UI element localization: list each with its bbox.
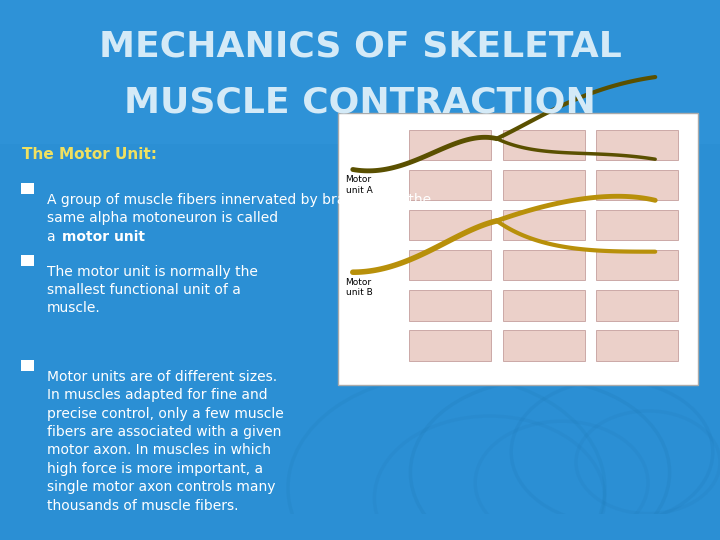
Text: .: .: [115, 230, 120, 244]
FancyBboxPatch shape: [409, 250, 491, 280]
FancyBboxPatch shape: [503, 290, 585, 321]
Text: Motor units are of different sizes.
In muscles adapted for fine and
precise cont: Motor units are of different sizes. In m…: [47, 370, 284, 512]
FancyBboxPatch shape: [409, 170, 491, 200]
FancyBboxPatch shape: [21, 183, 34, 194]
FancyBboxPatch shape: [338, 113, 698, 385]
FancyBboxPatch shape: [596, 330, 678, 361]
FancyBboxPatch shape: [596, 250, 678, 280]
FancyBboxPatch shape: [503, 210, 585, 240]
FancyBboxPatch shape: [21, 360, 34, 372]
FancyBboxPatch shape: [409, 130, 491, 160]
Text: A group of muscle fibers innervated by branches of the
same alpha motoneuron is : A group of muscle fibers innervated by b…: [47, 193, 431, 225]
FancyBboxPatch shape: [409, 330, 491, 361]
FancyBboxPatch shape: [503, 170, 585, 200]
FancyBboxPatch shape: [409, 210, 491, 240]
FancyBboxPatch shape: [503, 330, 585, 361]
Text: motor unit: motor unit: [62, 230, 145, 244]
FancyBboxPatch shape: [596, 170, 678, 200]
FancyBboxPatch shape: [503, 250, 585, 280]
Text: a: a: [47, 230, 60, 244]
Text: MUSCLE CONTRACTION: MUSCLE CONTRACTION: [124, 86, 596, 120]
FancyBboxPatch shape: [596, 210, 678, 240]
Text: The Motor Unit:: The Motor Unit:: [22, 146, 157, 161]
FancyBboxPatch shape: [409, 290, 491, 321]
Text: MECHANICS OF SKELETAL: MECHANICS OF SKELETAL: [99, 29, 621, 63]
Text: Motor
unit B: Motor unit B: [346, 278, 372, 298]
FancyBboxPatch shape: [0, 0, 720, 144]
FancyBboxPatch shape: [503, 130, 585, 160]
FancyBboxPatch shape: [596, 290, 678, 321]
Text: The motor unit is normally the
smallest functional unit of a
muscle.: The motor unit is normally the smallest …: [47, 265, 258, 315]
FancyBboxPatch shape: [21, 255, 34, 266]
Text: Motor
unit A: Motor unit A: [346, 175, 372, 194]
FancyBboxPatch shape: [596, 130, 678, 160]
